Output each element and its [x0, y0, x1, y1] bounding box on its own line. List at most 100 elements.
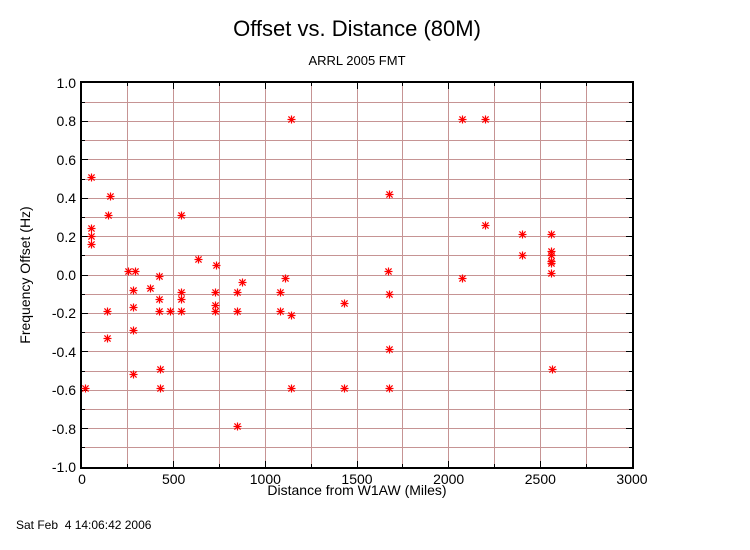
y-tick-label: -0.4 [51, 343, 76, 360]
x-tick-label: 0 [78, 471, 86, 487]
timestamp: Sat Feb 4 14:06:42 2006 [16, 518, 152, 532]
axis-tick-mark [448, 83, 450, 89]
x-axis-label: Distance from W1AW (Miles) [267, 482, 447, 498]
data-point-asterisk-icon [233, 422, 242, 431]
data-point-asterisk-icon [385, 384, 394, 393]
y-tick-label: -0.8 [51, 420, 76, 437]
grid-line-horizontal [82, 236, 632, 238]
data-point-asterisk-icon [103, 334, 112, 343]
x-tick-label: 1000 [249, 471, 281, 487]
data-point-asterisk-icon [547, 251, 556, 260]
y-tick-label: 0.6 [56, 151, 76, 168]
axis-tick-mark [539, 461, 541, 467]
data-point-asterisk-icon [287, 311, 296, 320]
axis-tick-mark [82, 159, 88, 161]
axis-tick-mark [82, 332, 85, 334]
data-point-asterisk-icon [548, 365, 557, 374]
data-point-asterisk-icon [146, 284, 155, 293]
data-point-asterisk-icon [340, 299, 349, 308]
data-point-asterisk-icon [81, 384, 90, 393]
grid-line-horizontal [82, 255, 632, 257]
y-tick-label: 0.4 [56, 190, 76, 207]
y-tick-label: -1.0 [51, 459, 76, 475]
grid-line-horizontal [82, 332, 632, 334]
data-point-asterisk-icon [124, 267, 133, 276]
data-point-asterisk-icon [177, 295, 185, 304]
axis-tick-mark [82, 120, 88, 122]
data-point-asterisk-icon [211, 307, 220, 316]
data-point-asterisk-icon [287, 384, 295, 393]
data-point-asterisk-icon [212, 261, 221, 270]
data-point-asterisk-icon [547, 230, 556, 239]
axis-tick-mark [585, 464, 587, 467]
axis-tick-mark [82, 389, 88, 391]
axis-tick-mark [82, 140, 85, 142]
data-point-asterisk-icon [233, 307, 242, 316]
axis-tick-mark [173, 83, 175, 89]
grid-line-horizontal [82, 120, 632, 122]
data-point-asterisk-icon [384, 267, 393, 276]
axis-tick-mark [356, 461, 358, 467]
axis-tick-mark [82, 370, 85, 372]
axis-tick-mark [127, 83, 129, 86]
y-tick-label: 1.0 [56, 75, 76, 91]
axis-tick-mark [626, 389, 632, 391]
y-tick-label: 0.0 [56, 267, 76, 283]
data-point-asterisk-icon [238, 278, 247, 287]
data-point-asterisk-icon [276, 288, 285, 297]
data-point-asterisk-icon [481, 115, 490, 124]
grid-line-horizontal [82, 428, 632, 430]
grid-line-horizontal [82, 274, 632, 276]
data-point-asterisk-icon [87, 224, 96, 233]
data-point-asterisk-icon [518, 251, 527, 260]
axis-tick-mark [82, 312, 88, 314]
axis-tick-mark [629, 255, 632, 257]
data-point-asterisk-icon [385, 290, 394, 299]
axis-tick-mark [173, 461, 175, 467]
data-point-asterisk-icon [177, 307, 185, 316]
data-point-asterisk-icon [518, 230, 527, 239]
chart-subtitle: ARRL 2005 FMT [308, 53, 406, 68]
y-tick-label: -0.2 [51, 305, 76, 322]
axis-tick-mark [629, 408, 632, 410]
y-tick-label: 0.2 [56, 228, 76, 245]
axis-tick-mark [494, 464, 495, 467]
axis-tick-mark [264, 461, 266, 467]
axis-tick-mark [219, 464, 220, 467]
axis-tick-mark [629, 140, 632, 142]
axis-tick-mark [82, 293, 85, 295]
data-point-asterisk-icon [155, 307, 164, 316]
axis-tick-mark [626, 120, 632, 122]
axis-tick-mark [626, 236, 632, 238]
axis-tick-mark [629, 178, 632, 180]
axis-tick-mark [82, 428, 88, 430]
chart-title: Offset vs. Distance (80M) [233, 16, 481, 41]
data-point-asterisk-icon [166, 307, 175, 316]
grid-line-horizontal [82, 408, 632, 410]
x-tick-label: 3000 [616, 471, 648, 487]
axis-tick-mark [629, 332, 632, 334]
data-point-asterisk-icon [287, 115, 296, 124]
data-point-asterisk-icon [547, 269, 556, 278]
data-point-asterisk-icon [87, 232, 96, 241]
axis-tick-mark [82, 274, 88, 276]
data-point-asterisk-icon [103, 307, 112, 316]
axis-tick-mark [82, 178, 85, 180]
axis-tick-mark [82, 408, 85, 410]
grid-line-horizontal [82, 370, 632, 372]
data-point-asterisk-icon [129, 370, 138, 379]
data-point-asterisk-icon [481, 221, 490, 230]
axis-tick-mark [82, 255, 85, 257]
data-point-asterisk-icon [177, 288, 185, 297]
grid-line-horizontal [82, 140, 632, 142]
data-point-asterisk-icon [340, 384, 349, 393]
axis-tick-mark [629, 370, 632, 372]
data-point-asterisk-icon [104, 211, 113, 220]
axis-tick-mark [626, 312, 632, 314]
axis-tick-mark [82, 447, 85, 449]
axis-tick-mark [626, 274, 632, 276]
axis-tick-mark [310, 83, 312, 86]
x-tick-label: 500 [161, 471, 186, 487]
data-point-asterisk-icon [547, 259, 556, 268]
